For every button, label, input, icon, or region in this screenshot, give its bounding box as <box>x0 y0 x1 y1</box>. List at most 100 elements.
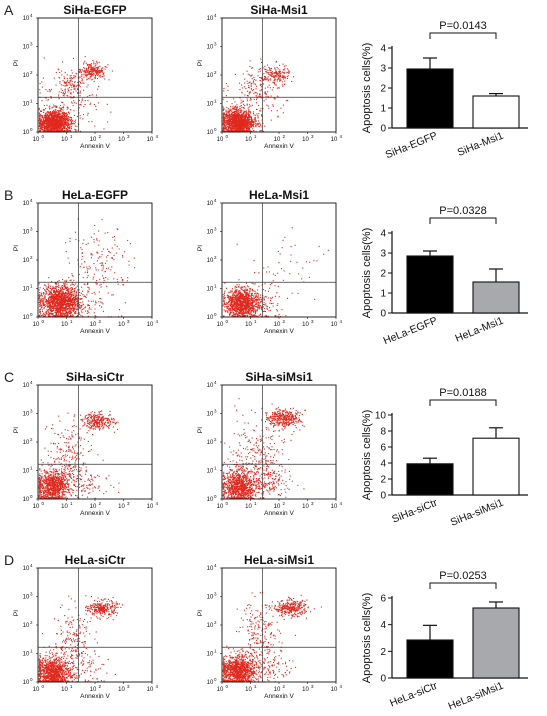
x-tick-label: 10 <box>274 137 281 143</box>
significance-bracket <box>429 217 497 224</box>
flow-dot-cloud <box>38 595 123 683</box>
x-tick-label: 10 <box>90 504 97 510</box>
x-tick-label: 10 <box>302 322 309 328</box>
x-tick-exponent: 0 <box>226 501 229 506</box>
x-tick-label: 10 <box>274 687 281 693</box>
x-tick-exponent: 3 <box>311 684 314 689</box>
bar-category-label: HeLa-EGFP <box>382 315 440 348</box>
panel-letter: B <box>4 187 13 203</box>
y-tick-label: 10 <box>23 652 30 658</box>
y-tick-exponent: 4 <box>30 13 33 18</box>
x-tick-exponent: 2 <box>283 319 286 324</box>
y-tick-label: 10 <box>23 595 30 601</box>
y-tick-label: 10 <box>23 230 30 236</box>
y-tick-label: 10 <box>23 258 30 264</box>
bar-y-tick-label: 3 <box>380 64 386 75</box>
y-tick-exponent: 0 <box>214 494 217 499</box>
y-tick-label: 10 <box>23 130 30 136</box>
x-axis-label: Annexin V <box>80 143 110 150</box>
bar-y-tick-label: 8 <box>380 427 386 438</box>
y-axis-label: PI <box>197 427 204 433</box>
y-tick-label: 10 <box>207 623 214 629</box>
figure-panel: C SiHa-siCtr10010010110110210210310310410… <box>4 369 528 529</box>
x-tick-exponent: 1 <box>254 684 257 689</box>
y-tick-label: 10 <box>207 45 214 51</box>
y-tick-exponent: 3 <box>30 227 33 232</box>
x-tick-label: 10 <box>147 504 154 510</box>
y-tick-label: 10 <box>23 45 30 51</box>
bar-chart: 0 2 4 6 Apoptosis cells(%) HeLa-siCtr HeLa-siM… <box>361 570 528 713</box>
bar-y-tick-label: 0 <box>380 309 386 320</box>
flow-plot-title: SiHa-EGFP <box>63 3 126 17</box>
y-tick-exponent: 0 <box>214 127 217 132</box>
x-tick-exponent: 2 <box>99 134 102 139</box>
x-tick-label: 10 <box>331 137 338 143</box>
bar <box>406 639 454 679</box>
bar <box>472 281 520 314</box>
x-tick-label: 10 <box>61 504 68 510</box>
y-tick-exponent: 3 <box>214 409 217 414</box>
bar-y-tick-label: 6 <box>380 594 386 605</box>
x-tick-exponent: 1 <box>254 319 257 324</box>
bar-y-tick-label: 2 <box>380 269 386 280</box>
x-tick-exponent: 4 <box>156 319 159 324</box>
y-tick-label: 10 <box>23 440 30 446</box>
y-axis-label: PI <box>197 60 204 66</box>
x-tick-exponent: 1 <box>70 319 73 324</box>
flow-plot-title: HeLa-siMsi1 <box>244 553 314 567</box>
x-tick-exponent: 2 <box>99 501 102 506</box>
y-tick-exponent: 0 <box>214 312 217 317</box>
bar <box>472 95 520 129</box>
bar-y-tick-label: 2 <box>380 647 386 658</box>
y-tick-exponent: 0 <box>30 312 33 317</box>
flow-cytometry-plot: HeLa-EGFP100100101101102102103103104104A… <box>13 188 159 335</box>
bar <box>472 607 520 679</box>
bar-y-axis-label: Apoptosis cells(%) <box>361 43 373 133</box>
x-tick-exponent: 0 <box>226 684 229 689</box>
bar-category-label: SiHa-siMsi1 <box>449 497 506 529</box>
x-tick-exponent: 4 <box>340 501 343 506</box>
y-tick-exponent: 4 <box>214 198 217 203</box>
bar-y-tick-label: 1 <box>380 289 386 300</box>
p-value-label: P=0.0253 <box>439 570 486 582</box>
bar-y-tick-label: 0 <box>380 124 386 135</box>
y-tick-exponent: 1 <box>30 466 33 471</box>
flow-dot-cloud <box>38 56 113 133</box>
y-tick-exponent: 2 <box>214 255 217 260</box>
x-tick-exponent: 4 <box>156 501 159 506</box>
x-tick-label: 10 <box>217 504 224 510</box>
bar-y-tick-label: 6 <box>380 443 386 454</box>
y-axis-label: PI <box>13 610 20 616</box>
x-tick-label: 10 <box>90 322 97 328</box>
y-tick-exponent: 3 <box>214 592 217 597</box>
x-tick-exponent: 0 <box>42 684 45 689</box>
bar-category-label: HeLa-siMsi1 <box>447 680 506 713</box>
y-tick-exponent: 3 <box>214 42 217 47</box>
y-tick-exponent: 3 <box>30 592 33 597</box>
y-tick-label: 10 <box>23 566 30 572</box>
y-tick-exponent: 2 <box>30 255 33 260</box>
x-tick-exponent: 1 <box>70 134 73 139</box>
x-tick-exponent: 2 <box>283 684 286 689</box>
bar <box>406 68 454 129</box>
x-tick-exponent: 4 <box>156 134 159 139</box>
x-tick-label: 10 <box>217 137 224 143</box>
y-tick-label: 10 <box>23 201 30 207</box>
x-tick-exponent: 3 <box>127 134 130 139</box>
y-tick-exponent: 1 <box>30 649 33 654</box>
x-axis-label: Annexin V <box>80 510 110 517</box>
panel-letter: D <box>4 552 14 568</box>
bar-category-label: SiHa-siCtr <box>390 496 439 525</box>
p-value-label: P=0.0188 <box>439 387 486 399</box>
x-tick-exponent: 0 <box>42 501 45 506</box>
flow-plot-title: SiHa-siMsi1 <box>245 370 313 384</box>
y-tick-label: 10 <box>207 497 214 503</box>
x-tick-label: 10 <box>274 504 281 510</box>
y-axis-label: PI <box>197 610 204 616</box>
y-axis-label: PI <box>197 245 204 251</box>
x-tick-label: 10 <box>118 504 125 510</box>
y-tick-exponent: 2 <box>30 70 33 75</box>
y-tick-exponent: 4 <box>30 198 33 203</box>
y-tick-exponent: 2 <box>214 437 217 442</box>
